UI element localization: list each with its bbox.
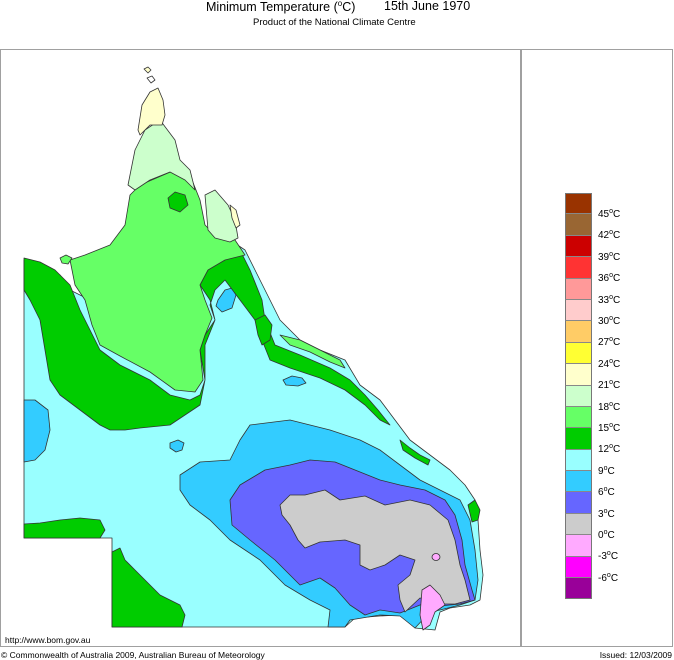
legend-band xyxy=(565,342,592,365)
legend-label: 3oC xyxy=(598,507,615,520)
zone-minus3-0-spot xyxy=(431,553,441,561)
zone-15-18-coast xyxy=(279,334,346,369)
legend-band xyxy=(565,299,592,322)
title-text: Minimum Temperature (oC) xyxy=(206,0,356,14)
zone-6-9-west xyxy=(23,399,51,463)
zone-21-24-tip xyxy=(137,87,166,136)
legend-band xyxy=(565,278,592,300)
legend-label: 42oC xyxy=(598,229,621,242)
legend-label: 39oC xyxy=(598,250,621,263)
legend-label: 27oC xyxy=(598,336,621,349)
frame-divider xyxy=(520,49,522,647)
zone-0-3 xyxy=(279,489,471,613)
legend-label: 15oC xyxy=(598,422,621,434)
map-frame xyxy=(0,49,673,647)
legend-label: -3oC xyxy=(598,550,619,563)
legend-label: 6oC xyxy=(598,486,615,499)
legend-label: 0oC xyxy=(598,529,615,541)
legend-label: 21oC xyxy=(598,379,621,392)
legend-band xyxy=(565,385,592,407)
legend-label: 36oC xyxy=(598,272,621,285)
color-legend xyxy=(565,193,593,600)
island xyxy=(143,66,152,74)
legend-label: 12oC xyxy=(598,443,621,456)
zone-minus3-0 xyxy=(419,584,446,631)
zone-12-15-coast2 xyxy=(467,499,481,523)
legend-band xyxy=(565,428,592,450)
zone-6-9-lake1 xyxy=(215,287,237,313)
title-date: 15th June 1970 xyxy=(384,0,471,13)
legend-label: 9oC xyxy=(598,464,615,477)
zone-18-21-east xyxy=(204,189,239,243)
legend-band xyxy=(565,513,592,536)
legend-band xyxy=(565,556,592,579)
legend-band xyxy=(565,321,592,343)
legend-label: 45oC xyxy=(598,208,621,220)
legend-label: 18oC xyxy=(598,400,621,413)
zone-21-24-east xyxy=(229,204,241,229)
legend-band xyxy=(565,193,592,215)
zone-12-15-west xyxy=(23,249,391,431)
legend-band xyxy=(565,535,592,557)
legend-label: 30oC xyxy=(598,315,621,327)
zone-6-9-lake2 xyxy=(282,375,307,387)
zone-12-15-coast1 xyxy=(254,314,273,346)
legend-label: 24oC xyxy=(598,357,621,370)
map-title: Minimum Temperature (oC) 15th June 1970 xyxy=(0,0,674,14)
legend-label: -6oC xyxy=(598,571,619,584)
legend-band xyxy=(565,214,592,236)
issued-date: Issued: 12/03/2009 xyxy=(599,650,672,660)
island xyxy=(146,75,156,84)
zone-6-9-lake3 xyxy=(169,439,185,453)
legend-band xyxy=(565,235,592,258)
copyright: © Commonwealth of Australia 2009, Austra… xyxy=(1,650,265,660)
legend-band xyxy=(565,492,592,514)
island xyxy=(59,254,73,265)
subtitle: Product of the National Climate Centre xyxy=(253,17,416,28)
source-url: http://www.bom.gov.au xyxy=(5,635,91,645)
legend-band xyxy=(565,406,592,429)
zone-12-15-south xyxy=(111,547,186,628)
zone-12-15-cape-spot xyxy=(167,191,189,213)
legend-band xyxy=(565,257,592,279)
legend-label: 33oC xyxy=(598,293,621,306)
legend-band xyxy=(565,364,592,386)
legend-band xyxy=(565,471,592,493)
zone-12-15-southwest xyxy=(23,517,106,539)
legend-band xyxy=(565,578,592,600)
legend-band xyxy=(565,449,592,472)
zone-12-15-coast3 xyxy=(399,439,431,466)
